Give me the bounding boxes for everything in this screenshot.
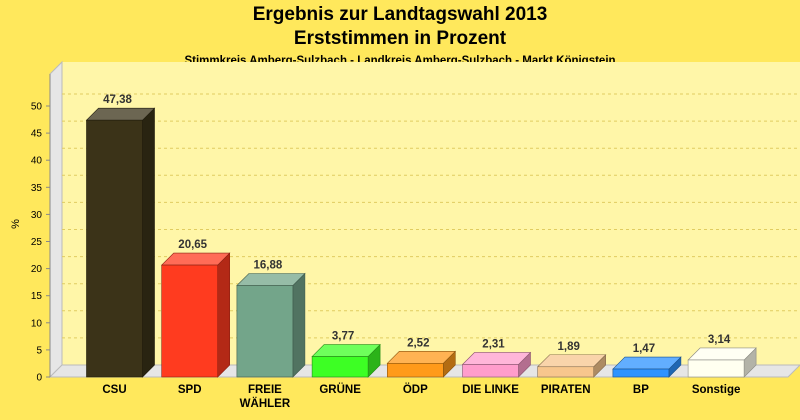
y-tick-label: 10 bbox=[31, 318, 43, 329]
bar-top bbox=[85, 107, 156, 121]
bar-group: 2,52 bbox=[386, 337, 457, 378]
y-tick-label: 25 bbox=[31, 237, 43, 248]
bar-top bbox=[236, 273, 306, 286]
data-label: 47,38 bbox=[103, 94, 132, 106]
x-tick-label: Sonstige bbox=[692, 384, 741, 396]
bar bbox=[161, 264, 218, 378]
data-label: 1,47 bbox=[633, 343, 655, 355]
bar-side bbox=[217, 252, 230, 378]
data-label: 20,65 bbox=[178, 239, 207, 251]
bar-group: 1,47 bbox=[612, 343, 682, 378]
bar-top bbox=[160, 252, 231, 266]
x-tick-label: PIRATEN bbox=[541, 384, 591, 396]
bar bbox=[311, 356, 369, 378]
y-tick-label: 45 bbox=[31, 129, 43, 140]
bars: 47,38 20,65 16,88 3,77 2,52 2,31 1,89 1,47 3,14 bbox=[85, 94, 757, 378]
x-tick-label: FREIE bbox=[248, 384, 282, 396]
chart-title: Ergebnis zur Landtagswahl 2013 bbox=[252, 4, 548, 25]
data-label: 2,31 bbox=[482, 338, 505, 350]
bar bbox=[687, 359, 745, 378]
y-tick-label: 5 bbox=[36, 345, 42, 356]
bar-group: 47,38 bbox=[85, 94, 156, 378]
bar-top bbox=[536, 354, 607, 368]
bar-group: 2,31 bbox=[461, 338, 532, 378]
y-tick-label: 0 bbox=[36, 373, 42, 384]
bar-top bbox=[461, 352, 532, 365]
y-tick-label: 15 bbox=[31, 291, 43, 302]
bar-group: 16,88 bbox=[236, 260, 306, 378]
x-tick-label: BP bbox=[633, 384, 649, 396]
bar-top bbox=[386, 351, 457, 364]
bar bbox=[386, 363, 444, 378]
x-tick-label: GRÜNE bbox=[319, 383, 361, 396]
bar bbox=[236, 285, 294, 378]
bar-side bbox=[142, 107, 155, 378]
data-label: 16,88 bbox=[254, 260, 283, 272]
bar-group: 1,89 bbox=[536, 341, 607, 378]
bar bbox=[612, 368, 670, 378]
bar-side bbox=[292, 272, 306, 378]
chart-subtitle: Erststimmen in Prozent bbox=[293, 28, 507, 49]
x-tick-label: WÄHLER bbox=[240, 397, 291, 410]
y-tick-label: 20 bbox=[31, 264, 43, 275]
x-tick-label: SPD bbox=[178, 384, 202, 396]
y-tick-label: 35 bbox=[31, 183, 43, 194]
bar-top bbox=[687, 347, 757, 361]
bar-top bbox=[311, 344, 381, 357]
side-wall bbox=[49, 60, 63, 379]
bar bbox=[86, 119, 143, 378]
bar bbox=[537, 366, 595, 378]
x-tick-label: DIE LINKE bbox=[462, 384, 519, 396]
data-label: 1,89 bbox=[558, 341, 580, 353]
bar-group: 3,77 bbox=[311, 331, 381, 378]
data-label: 3,14 bbox=[708, 334, 731, 346]
x-tick-label: CSU bbox=[102, 384, 126, 396]
data-label: 3,77 bbox=[332, 331, 354, 343]
data-label: 2,52 bbox=[407, 337, 429, 349]
y-tick-label: 30 bbox=[31, 210, 43, 221]
x-tick-label: ÖDP bbox=[403, 383, 428, 396]
y-tick-label: 40 bbox=[31, 156, 43, 167]
bar-group: 3,14 bbox=[687, 334, 757, 378]
y-axis: 0 5 10 15 20 25 30 35 40 45 50 bbox=[31, 74, 51, 384]
bar-top bbox=[612, 356, 682, 370]
bar bbox=[462, 364, 519, 378]
y-tick-label: 50 bbox=[31, 102, 43, 113]
bar-group: 20,65 bbox=[160, 239, 231, 378]
y-axis-label: % bbox=[10, 219, 22, 229]
